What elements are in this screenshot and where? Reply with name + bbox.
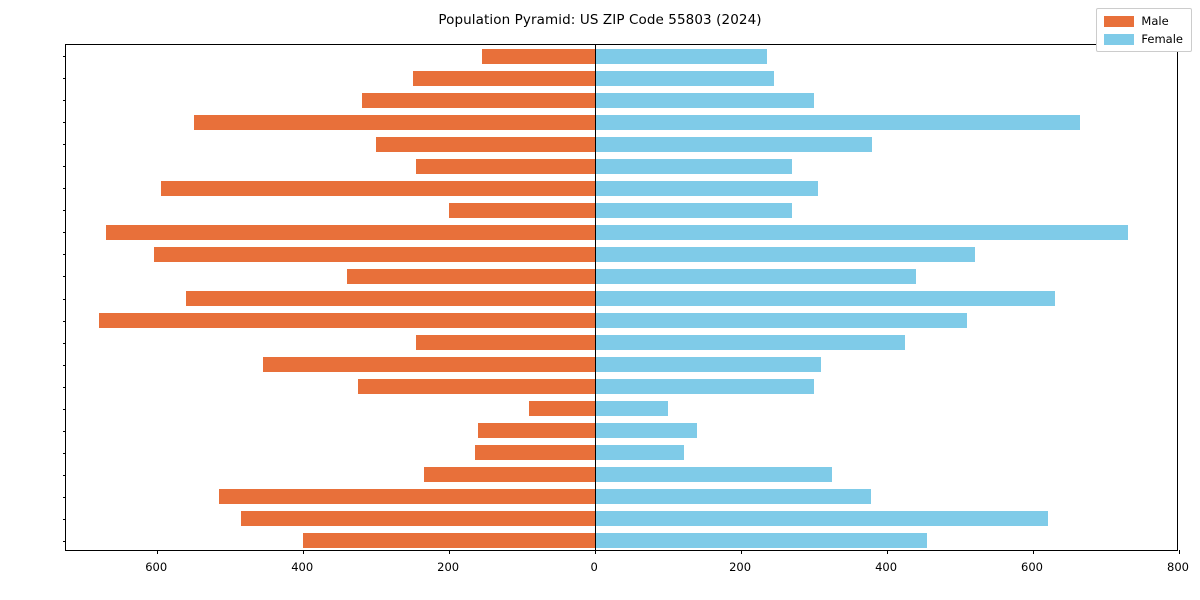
xtick-label-400-5: 400: [875, 560, 898, 574]
ytick-mark: [62, 210, 66, 212]
bar-female-25-29: [595, 357, 822, 373]
ytick-mark: [62, 452, 66, 454]
xtick-mark: [595, 550, 597, 554]
bar-male-22-24: [357, 379, 596, 395]
ytick-mark: [62, 474, 66, 476]
legend: Male Female: [1096, 8, 1192, 52]
ytick-mark: [62, 320, 66, 322]
ytick-mark: [62, 166, 66, 168]
bar-female-40-44: [595, 291, 1055, 306]
bar-female-15-17: [595, 467, 833, 483]
bar-male-20: [478, 423, 596, 439]
xtick-mark: [449, 550, 451, 554]
ytick-mark: [62, 254, 66, 256]
bar-male-10-14: [219, 489, 596, 505]
xtick-label-0-3: 0: [590, 560, 598, 574]
page-title: Population Pyramid: US ZIP Code 55803 (2…: [438, 12, 762, 28]
bar-female-5-9: [595, 511, 1048, 527]
bar-male-45-49: [346, 268, 596, 284]
bar-male-15-17: [423, 467, 596, 483]
bar-male-60-61: [449, 202, 596, 218]
bar-female-18-19: [595, 445, 685, 461]
ytick-mark: [62, 232, 66, 234]
xtick-mark: [1033, 550, 1035, 554]
bar-female-35-39: [595, 313, 968, 329]
bar-female-under-5: [595, 533, 928, 549]
ytick-mark: [62, 188, 66, 190]
ytick-mark: [62, 540, 66, 542]
ytick-mark: [62, 496, 66, 498]
ytick-mark: [62, 298, 66, 300]
xtick-label-600-6: 600: [1021, 560, 1043, 574]
bar-male-50-54: [153, 246, 596, 262]
bar-female-50-54: [595, 246, 975, 262]
bar-male-67-69: [376, 136, 596, 152]
xtick-mark: [303, 550, 305, 554]
bar-male-55-59: [106, 224, 596, 240]
bar-male-75-79: [361, 92, 596, 108]
ytick-mark: [62, 78, 66, 80]
ytick-mark: [62, 144, 66, 146]
ytick-mark: [62, 342, 66, 344]
bar-male-62-64: [160, 180, 596, 196]
ytick-mark: [62, 518, 66, 520]
xtick-label-200-2: 200: [437, 560, 460, 574]
xtick-label-400-1: 400: [291, 560, 314, 574]
bar-male-18-19: [474, 445, 596, 461]
ytick-mark: [62, 430, 66, 432]
bar-female-21: [595, 401, 669, 417]
legend-item-female[interactable]: Female: [1104, 32, 1183, 46]
bar-male-under-5: [303, 533, 596, 549]
legend-item-male[interactable]: Male: [1104, 14, 1183, 28]
bar-male-5-9: [241, 511, 596, 527]
bar-male-40-44: [186, 291, 596, 306]
ytick-mark: [62, 56, 66, 58]
ytick-mark: [62, 100, 66, 102]
bar-male-30-34: [416, 335, 596, 351]
bar-male-70-74: [193, 114, 596, 130]
legend-swatch-male: [1104, 15, 1135, 27]
bar-female-60-61: [595, 202, 793, 218]
legend-label-female: Female: [1141, 32, 1183, 46]
xtick-label-600-0: 600: [145, 560, 168, 574]
xtick-mark: [887, 550, 889, 554]
bar-female-55-59: [595, 224, 1128, 240]
ytick-mark: [62, 364, 66, 366]
bar-female-45-49: [595, 268, 917, 284]
bar-female-80-84: [595, 70, 774, 86]
xtick-label-200-4: 200: [729, 560, 752, 574]
bar-female-75-79: [595, 92, 815, 108]
bar-female-85-: [595, 48, 767, 64]
bar-male-21: [529, 401, 596, 417]
bar-female-62-64: [595, 180, 818, 196]
bar-male-35-39: [98, 313, 596, 329]
bar-female-70-74: [595, 114, 1081, 130]
legend-label-male: Male: [1141, 14, 1169, 28]
bar-female-67-69: [595, 136, 873, 152]
ytick-mark: [62, 276, 66, 278]
bar-female-20: [595, 423, 698, 439]
xtick-mark: [741, 550, 743, 554]
bar-female-10-14: [595, 489, 871, 505]
bars-container: [66, 45, 1177, 550]
bar-male-65-66: [416, 158, 596, 174]
bar-female-30-34: [595, 335, 906, 351]
bar-male-85-: [482, 48, 596, 64]
ytick-mark: [62, 386, 66, 388]
bar-male-80-84: [412, 70, 596, 86]
plot-area: [62, 44, 1180, 554]
ytick-mark: [62, 408, 66, 410]
xtick-mark: [1179, 550, 1180, 554]
legend-swatch-female: [1104, 33, 1135, 45]
bar-female-22-24: [595, 379, 815, 395]
bar-male-25-29: [263, 357, 596, 373]
xtick-mark: [157, 550, 159, 554]
xtick-label-800-7: 800: [1167, 560, 1189, 574]
ytick-mark: [62, 122, 66, 124]
zero-axis-line: [595, 45, 597, 550]
bar-female-65-66: [595, 158, 793, 174]
